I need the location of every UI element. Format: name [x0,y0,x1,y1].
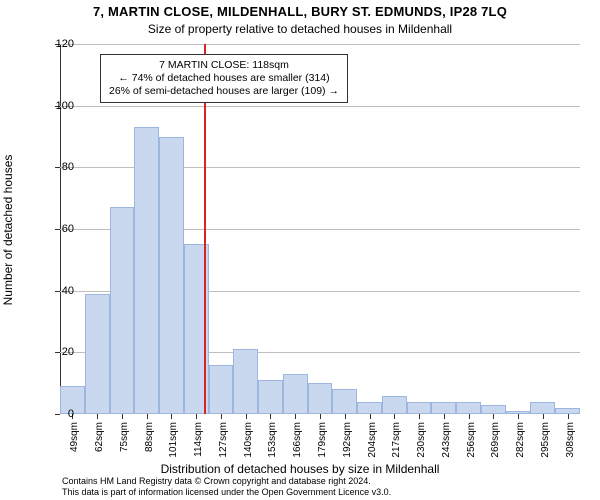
y-tick-label: 0 [68,408,74,420]
x-tick-label: 230sqm [416,422,427,458]
annotation-line-3: 26% of semi-detached houses are larger (… [109,85,339,98]
x-tick-mark [518,414,519,419]
x-tick-mark [171,414,172,419]
y-tick-mark [55,229,60,230]
x-tick-mark [419,414,420,419]
x-tick-label: 88sqm [144,422,155,452]
x-tick-label: 204sqm [367,422,378,458]
x-tick-mark [246,414,247,419]
x-tick-label: 256sqm [466,422,477,458]
histogram-bar [431,402,456,414]
plot-area: 49sqm62sqm75sqm88sqm101sqm114sqm127sqm14… [60,44,580,414]
y-tick-mark [55,167,60,168]
x-tick-mark [568,414,569,419]
x-tick-mark [394,414,395,419]
x-tick-mark [270,414,271,419]
x-tick-mark [444,414,445,419]
x-tick-label: 101sqm [168,422,179,458]
chart-subtitle: Size of property relative to detached ho… [0,22,600,36]
histogram-figure: { "title": "7, MARTIN CLOSE, MILDENHALL,… [0,0,600,500]
x-tick-mark [320,414,321,419]
x-tick-label: 282sqm [515,422,526,458]
y-tick-label: 80 [62,161,74,173]
footer-line-1: Contains HM Land Registry data © Crown c… [62,476,590,487]
y-axis-label: Number of detached houses [1,155,15,306]
x-tick-label: 308sqm [565,422,576,458]
x-tick-mark [469,414,470,419]
histogram-bar [530,402,555,414]
annotation-line-2: ← 74% of detached houses are smaller (31… [109,72,339,85]
x-tick-mark [97,414,98,419]
histogram-bar [283,374,308,414]
histogram-bar [209,365,234,414]
chart-title: 7, MARTIN CLOSE, MILDENHALL, BURY ST. ED… [0,4,600,19]
x-tick-mark [370,414,371,419]
y-tick-mark [55,352,60,353]
annotation-line-1: 7 MARTIN CLOSE: 118sqm [109,59,339,72]
x-tick-label: 179sqm [317,422,328,458]
x-tick-label: 114sqm [193,422,204,457]
histogram-bar [85,294,110,414]
histogram-bar [332,389,357,414]
x-axis-label: Distribution of detached houses by size … [0,462,600,476]
footer-line-2: This data is part of information license… [62,487,590,498]
x-tick-mark [196,414,197,419]
y-tick-label: 40 [62,285,74,297]
y-tick-mark [55,291,60,292]
histogram-bar [481,405,506,414]
gridline [60,106,580,107]
histogram-bar [308,383,333,414]
x-tick-label: 166sqm [292,422,303,458]
x-tick-label: 140sqm [243,422,254,458]
histogram-bar [407,402,432,414]
x-tick-label: 62sqm [94,422,105,452]
x-tick-mark [295,414,296,419]
y-tick-label: 20 [62,346,74,358]
histogram-bar [110,207,135,414]
x-tick-label: 295sqm [540,422,551,458]
x-tick-mark [345,414,346,419]
histogram-bar [258,380,283,414]
x-tick-label: 153sqm [267,422,278,458]
annotation-box: 7 MARTIN CLOSE: 118sqm ← 74% of detached… [100,54,348,103]
x-tick-label: 127sqm [218,422,229,458]
x-tick-label: 49sqm [69,422,80,452]
x-tick-label: 269sqm [490,422,501,458]
x-tick-label: 243sqm [441,422,452,458]
y-tick-label: 100 [56,100,74,112]
footer: Contains HM Land Registry data © Crown c… [62,476,590,498]
histogram-bar [357,402,382,414]
x-tick-mark [147,414,148,419]
y-tick-label: 60 [62,223,74,235]
histogram-bar [233,349,258,414]
x-tick-label: 217sqm [391,422,402,458]
gridline [60,44,580,45]
histogram-bar [159,137,184,415]
histogram-bar [382,396,407,415]
x-tick-mark [543,414,544,419]
histogram-bar [456,402,481,414]
x-tick-mark [221,414,222,419]
histogram-bar [134,127,159,414]
x-tick-mark [122,414,123,419]
x-tick-label: 192sqm [342,422,353,458]
x-tick-label: 75sqm [119,422,130,452]
x-tick-mark [493,414,494,419]
y-tick-mark [55,414,60,415]
y-tick-label: 120 [56,38,74,50]
